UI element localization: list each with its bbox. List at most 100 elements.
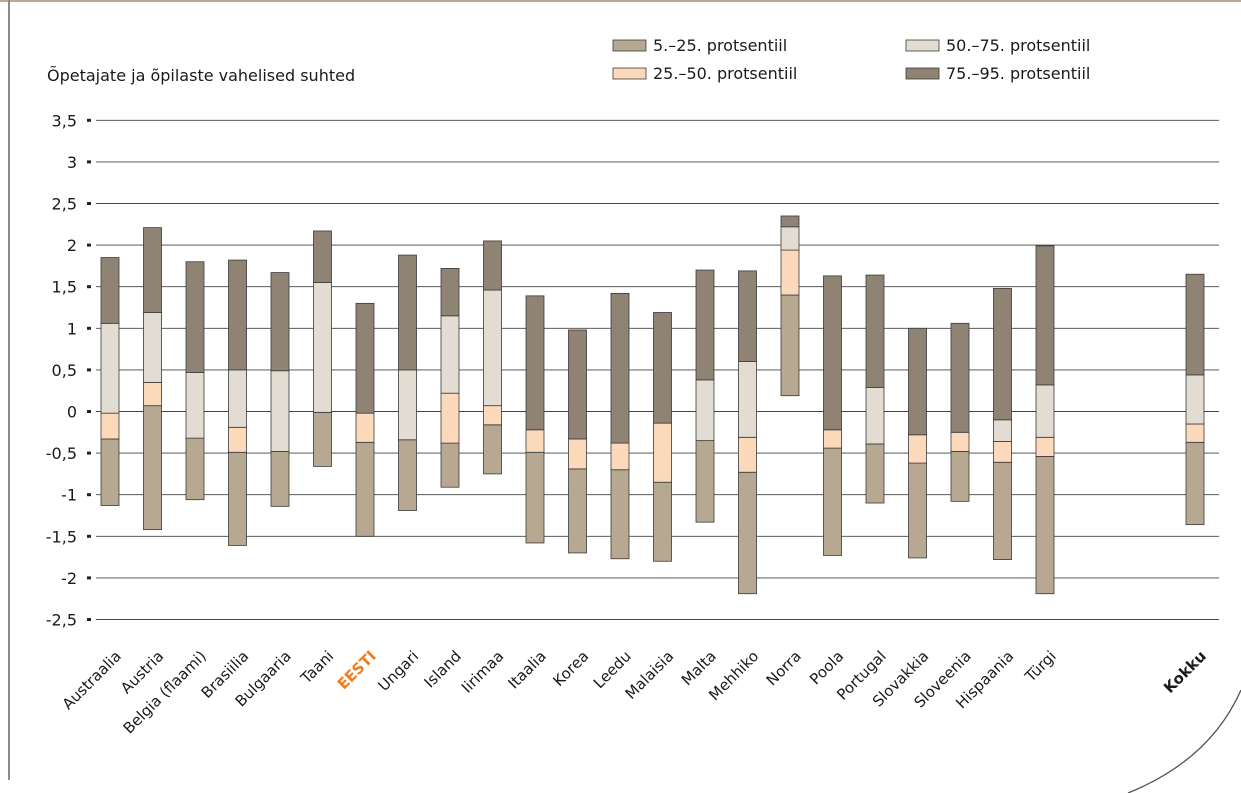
bar-segment <box>865 274 885 388</box>
bar-segment <box>738 361 757 438</box>
bar-segment <box>695 379 715 442</box>
y-tick-label: 1 <box>67 319 77 338</box>
bar-segment <box>610 292 630 444</box>
bar-segment <box>568 468 587 554</box>
bar-segment <box>653 422 672 483</box>
y-tick-label: -1 <box>61 486 77 505</box>
bar-segment <box>100 257 120 324</box>
bar-segment <box>1185 273 1205 376</box>
bar-segment <box>143 312 162 383</box>
bar-segment <box>313 282 332 413</box>
bar-segment <box>313 230 332 283</box>
category-label: Iirimaa <box>458 647 507 696</box>
category-label: Korea <box>550 647 593 690</box>
bar-segment <box>525 295 545 431</box>
y-tick-label: 3,5 <box>52 111 77 130</box>
bar-segment <box>143 227 162 313</box>
bar-segment <box>483 424 502 475</box>
bar-segment <box>738 471 757 595</box>
legend-label: 25.–50. protsentiil <box>653 64 797 83</box>
bar-segment <box>525 429 545 453</box>
y-tick-label: 2,5 <box>52 195 77 214</box>
bar-segment <box>568 329 587 440</box>
bar-segment <box>950 451 970 502</box>
bar-segment <box>270 272 290 372</box>
legend-label: 50.–75. protsentiil <box>946 36 1090 55</box>
bar-segment <box>398 439 417 511</box>
bar-segment <box>1035 384 1055 438</box>
category-label: Türgi <box>1021 647 1060 686</box>
y-tick-mark <box>87 285 91 289</box>
bar-segment <box>695 269 715 381</box>
bar-segment <box>228 369 247 428</box>
bar-segment <box>610 469 630 560</box>
bar-segment <box>483 405 502 426</box>
bar-segment <box>355 441 375 537</box>
bar-segment <box>185 437 205 501</box>
category-label: Austraalia <box>59 647 125 713</box>
bar-segment <box>993 441 1012 463</box>
frame-left-border <box>8 0 10 780</box>
legend-swatch <box>905 67 940 80</box>
bar-segment <box>908 434 927 464</box>
bar-segment <box>568 438 587 470</box>
category-label: Taani <box>296 647 337 688</box>
y-tick-label: -2,5 <box>46 611 77 630</box>
bar-segment <box>313 411 332 467</box>
y-tick-mark <box>87 368 91 372</box>
legend-swatch <box>612 39 647 52</box>
y-tick-label: -2 <box>61 569 77 588</box>
legend-swatch <box>905 39 940 52</box>
bar-segment <box>950 431 970 452</box>
legend-label: 75.–95. protsentiil <box>946 64 1090 83</box>
category-label: Ungari <box>375 647 423 695</box>
bar-segment <box>228 426 247 453</box>
category-label: Kokku <box>1160 647 1210 697</box>
y-tick-mark <box>87 451 91 455</box>
bar-segment <box>780 226 800 251</box>
bar-segment <box>100 412 120 440</box>
bar-segment <box>1035 436 1055 457</box>
category-label: EESTI <box>334 647 380 693</box>
y-tick-label: 2 <box>67 236 77 255</box>
bar-segment <box>695 440 715 523</box>
bar-segment <box>398 369 417 441</box>
y-tick-label: 0,5 <box>52 361 77 380</box>
bar-segment <box>143 381 162 407</box>
bar-segment <box>993 287 1012 421</box>
category-label: Norra <box>763 647 805 689</box>
bar-segment <box>483 289 502 407</box>
bar-segment <box>780 249 800 296</box>
bar-segment <box>653 481 672 562</box>
y-tick-label: 3 <box>67 153 77 172</box>
bar-segment <box>440 267 460 317</box>
bar-segment <box>610 442 630 471</box>
bar-segment <box>823 447 842 556</box>
bar-segment <box>483 240 502 291</box>
y-tick-mark <box>87 160 91 164</box>
bar-segment <box>525 451 545 544</box>
bar-segment <box>738 436 757 473</box>
bar-segment <box>780 294 800 397</box>
y-tick-mark <box>87 534 91 538</box>
y-tick-label: -1,5 <box>46 527 77 546</box>
bar-segment <box>1185 423 1205 443</box>
bar-segment <box>1035 456 1055 595</box>
y-tick-mark <box>87 618 91 621</box>
bars-group <box>100 215 1205 595</box>
bar-segment <box>865 386 885 445</box>
bar-segment <box>865 443 885 504</box>
y-tick-label: -0,5 <box>46 444 77 463</box>
bar-segment <box>1035 245 1055 386</box>
bar-segment <box>228 451 247 546</box>
bar-segment <box>100 438 120 506</box>
bar-segment <box>993 461 1012 560</box>
y-tick-mark <box>87 576 91 580</box>
bar-segment <box>185 371 205 439</box>
legend-swatch <box>612 67 647 80</box>
y-tick-label: 1,5 <box>52 278 77 297</box>
y-tick-label: 0 <box>67 403 77 422</box>
bar-segment <box>823 429 842 449</box>
